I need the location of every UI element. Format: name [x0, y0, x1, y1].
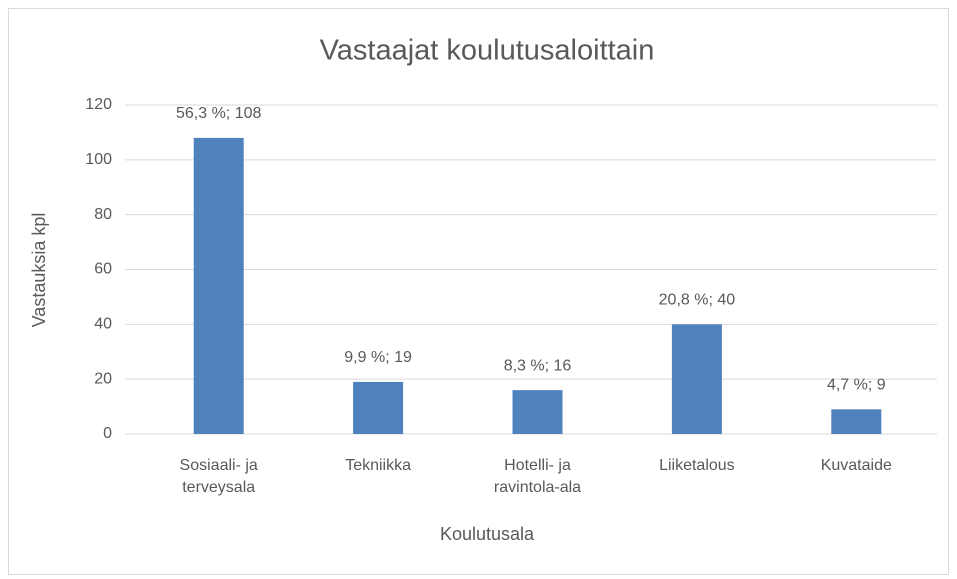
bar — [512, 390, 563, 434]
y-tick-label: 0 — [103, 425, 112, 442]
x-tick-label: Liiketalous — [659, 457, 735, 474]
data-label: 4,7 %; 9 — [827, 377, 886, 394]
data-label: 56,3 %; 108 — [176, 105, 262, 122]
data-label: 8,3 %; 16 — [504, 357, 572, 374]
bar — [671, 324, 722, 434]
y-tick-label: 80 — [94, 206, 112, 223]
y-tick-label: 60 — [94, 261, 112, 278]
bar — [831, 409, 882, 434]
y-tick-label: 40 — [94, 316, 112, 333]
x-axis-title: Koulutusala — [440, 524, 535, 544]
x-tick-label: Kuvataide — [820, 457, 892, 474]
x-tick-label: Sosiaali- ja terveysala — [179, 457, 258, 496]
x-tick-label: Tekniikka — [345, 457, 411, 474]
data-label: 20,8 %; 40 — [659, 292, 736, 309]
y-axis-title: Vastauksia kpl — [29, 213, 49, 328]
chart-border — [8, 8, 949, 575]
data-label: 9,9 %; 19 — [344, 349, 412, 366]
y-tick-label: 120 — [85, 96, 112, 113]
chart-title: Vastaajat koulutusaloittain — [320, 35, 655, 67]
bar — [193, 137, 244, 434]
x-tick-label: Hotelli- ja ravintola-ala — [493, 457, 582, 496]
y-tick-label: 100 — [85, 151, 112, 168]
y-tick-label: 20 — [94, 370, 112, 387]
bar — [353, 381, 404, 434]
